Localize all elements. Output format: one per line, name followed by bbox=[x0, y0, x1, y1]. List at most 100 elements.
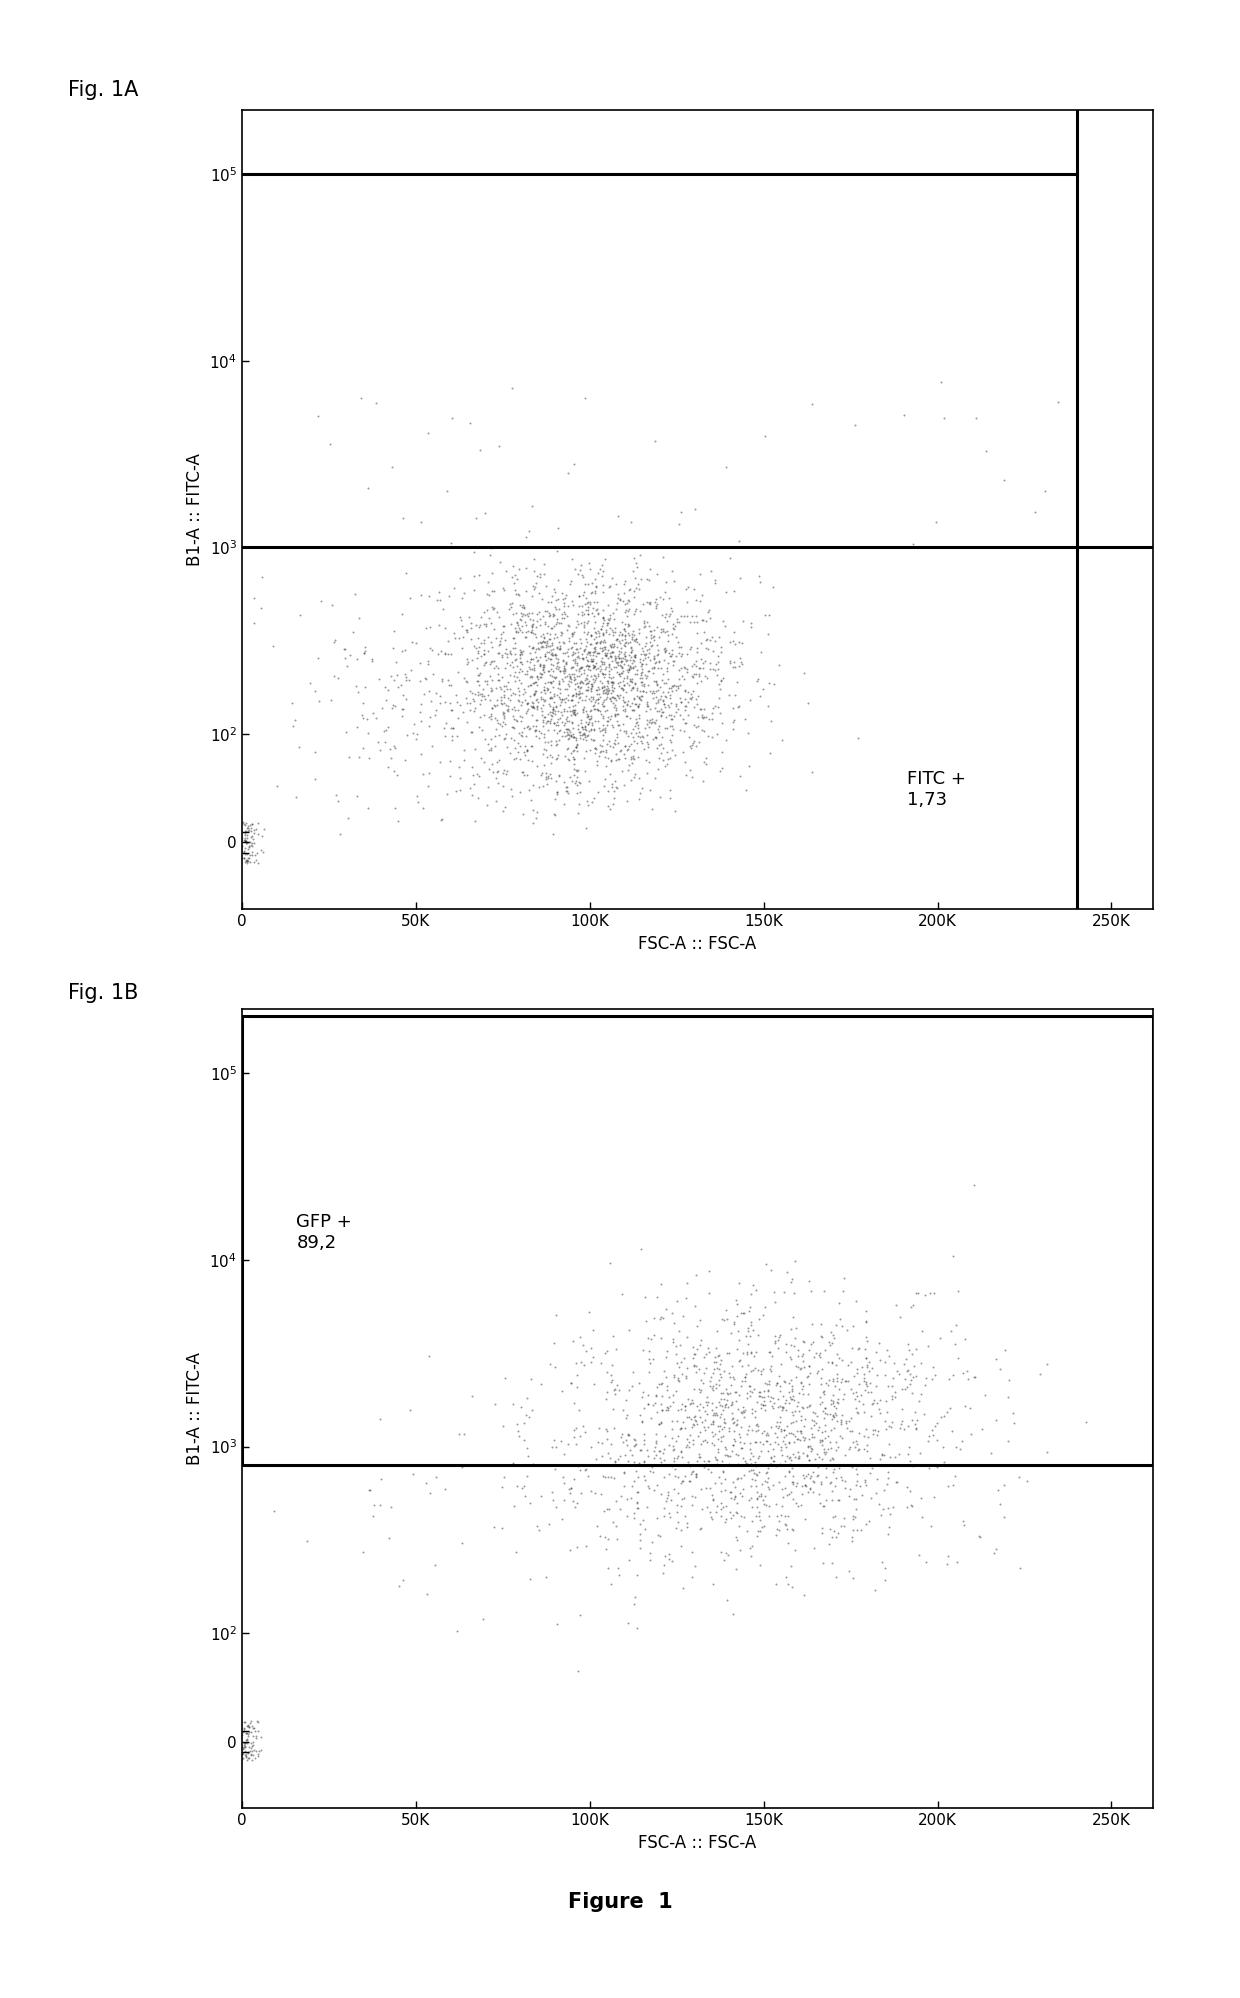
Point bbox=[608, 717, 627, 749]
Point bbox=[523, 1449, 543, 1481]
Point bbox=[647, 629, 667, 661]
Point bbox=[549, 673, 569, 705]
Point bbox=[773, 1395, 792, 1427]
Point bbox=[485, 591, 505, 623]
Point bbox=[629, 627, 649, 659]
Point bbox=[697, 1381, 717, 1413]
Point bbox=[611, 1421, 631, 1453]
Point bbox=[867, 1419, 887, 1451]
Point bbox=[854, 1363, 874, 1395]
Point bbox=[637, 563, 657, 595]
Point bbox=[759, 1471, 779, 1502]
Point bbox=[620, 639, 640, 671]
Point bbox=[578, 789, 598, 821]
Point bbox=[878, 1457, 898, 1489]
Point bbox=[687, 605, 707, 637]
Point bbox=[615, 615, 635, 647]
Point bbox=[753, 1389, 773, 1421]
Point bbox=[823, 1387, 843, 1419]
Point bbox=[653, 743, 673, 775]
Point bbox=[610, 635, 630, 667]
Point bbox=[593, 649, 613, 681]
Point bbox=[532, 717, 552, 749]
Point bbox=[644, 1457, 663, 1489]
Point bbox=[857, 1325, 877, 1357]
Point bbox=[539, 643, 559, 675]
Point bbox=[599, 603, 619, 635]
Point bbox=[505, 631, 525, 663]
Point bbox=[755, 1457, 775, 1489]
Point bbox=[697, 661, 717, 693]
Point bbox=[558, 683, 578, 715]
Point bbox=[517, 1461, 537, 1493]
Point bbox=[727, 1289, 746, 1321]
Point bbox=[591, 657, 611, 689]
Point bbox=[645, 691, 665, 723]
Point bbox=[701, 623, 720, 655]
Point bbox=[727, 1497, 746, 1528]
Point bbox=[614, 673, 634, 705]
Point bbox=[486, 761, 506, 793]
Point bbox=[537, 635, 557, 667]
Point bbox=[506, 615, 526, 647]
Point bbox=[906, 1413, 926, 1445]
Point bbox=[518, 693, 538, 725]
X-axis label: FSC-A :: FSC-A: FSC-A :: FSC-A bbox=[639, 935, 756, 953]
Point bbox=[538, 725, 558, 757]
Point bbox=[621, 727, 641, 759]
Point bbox=[825, 1471, 844, 1502]
Point bbox=[234, 825, 254, 857]
Point bbox=[622, 1439, 642, 1471]
Point bbox=[603, 597, 622, 629]
Point bbox=[541, 699, 560, 731]
Point bbox=[794, 1325, 813, 1357]
Point bbox=[539, 689, 559, 721]
Point bbox=[236, 825, 255, 857]
Point bbox=[652, 615, 672, 647]
Point bbox=[475, 647, 495, 679]
Point bbox=[577, 667, 596, 699]
Point bbox=[544, 1327, 564, 1359]
Point bbox=[665, 565, 684, 597]
Point bbox=[687, 667, 707, 699]
Point bbox=[626, 623, 646, 655]
Point bbox=[622, 617, 642, 649]
Point bbox=[662, 703, 682, 735]
Point bbox=[579, 649, 599, 681]
Point bbox=[595, 633, 615, 665]
Point bbox=[909, 1385, 929, 1417]
Point bbox=[544, 599, 564, 631]
Point bbox=[507, 607, 527, 639]
Point bbox=[559, 713, 579, 745]
Point bbox=[898, 1355, 918, 1387]
Point bbox=[252, 561, 272, 593]
Point bbox=[430, 805, 450, 837]
Point bbox=[376, 715, 396, 747]
Point bbox=[663, 609, 683, 641]
Point bbox=[630, 661, 650, 693]
Point bbox=[615, 627, 635, 659]
Point bbox=[492, 1471, 512, 1502]
Point bbox=[557, 637, 577, 669]
Point bbox=[711, 1401, 730, 1433]
Point bbox=[472, 679, 492, 711]
Point bbox=[496, 555, 516, 587]
Point bbox=[733, 1481, 753, 1512]
Point bbox=[549, 593, 569, 625]
Point bbox=[708, 1315, 728, 1347]
Point bbox=[746, 1491, 766, 1522]
Point bbox=[506, 577, 526, 609]
Point bbox=[347, 643, 367, 675]
Point bbox=[606, 1485, 626, 1516]
Point bbox=[653, 1500, 673, 1532]
Point bbox=[242, 809, 262, 841]
Point bbox=[603, 767, 622, 799]
Point bbox=[901, 1339, 921, 1371]
Point bbox=[517, 657, 537, 689]
Point bbox=[842, 1415, 862, 1447]
Point bbox=[771, 1349, 791, 1381]
Point bbox=[544, 573, 564, 605]
Point bbox=[670, 1365, 689, 1397]
Point bbox=[621, 1483, 641, 1514]
Point bbox=[572, 659, 591, 691]
